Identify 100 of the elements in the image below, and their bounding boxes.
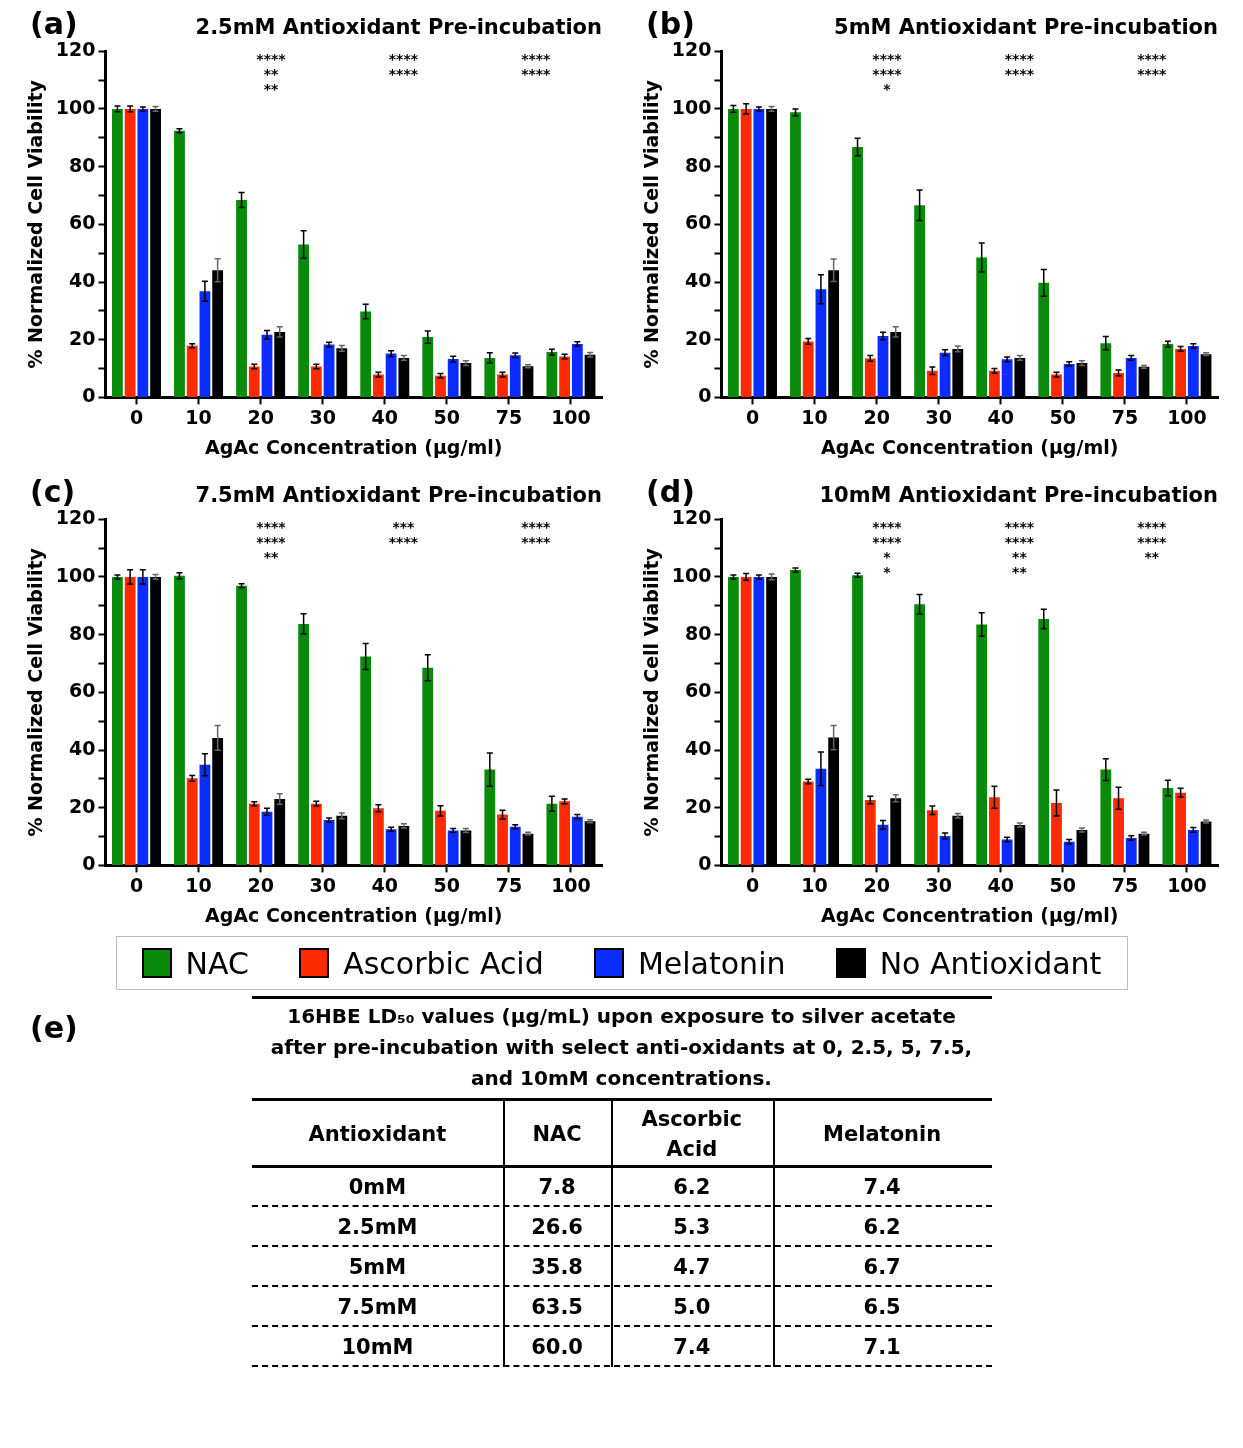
y-tick-label: 7.5mM [336, 1294, 419, 1321]
bar [1100, 769, 1112, 865]
bar [1113, 372, 1124, 397]
bar [248, 803, 260, 865]
annotation: **** [388, 533, 419, 550]
y-tick-label: 120 [671, 38, 712, 61]
bar [571, 344, 583, 397]
y-tick-label: 60 [69, 679, 96, 702]
bar [310, 366, 322, 397]
annotation: **** [388, 50, 419, 67]
bar [137, 108, 149, 397]
annotation: **** [256, 518, 287, 535]
bar [174, 575, 185, 865]
chart-title: 7.5mM Antioxidant Pre-incubation [195, 483, 602, 508]
x-tick-label: NAC [531, 1121, 583, 1148]
bar [877, 335, 889, 397]
x-tick-label: 30 [925, 405, 952, 428]
x-tick-label: 100 [551, 405, 591, 428]
annotation: ** [1012, 563, 1028, 580]
bar [546, 352, 558, 397]
x-tick-label: 50 [1049, 873, 1077, 896]
bar [497, 814, 508, 865]
bar [1063, 841, 1075, 865]
x-tick-label: 40 [987, 405, 1014, 428]
bar [137, 576, 149, 865]
data-label: 60.0 [530, 1334, 584, 1361]
y-tick-label: 80 [685, 621, 712, 644]
x-tick-label: 75 [495, 873, 523, 896]
x-tick-label: 0 [129, 405, 144, 428]
text: (e) [30, 1010, 78, 1045]
bar [802, 781, 814, 865]
bar [112, 576, 123, 865]
legend-label: Melatonin [637, 945, 786, 981]
annotation: * [883, 563, 892, 580]
bar [976, 624, 988, 865]
y-tick-label: 40 [685, 736, 712, 759]
annotation: **** [521, 518, 552, 535]
bar [926, 370, 938, 397]
annotation: **** [1137, 65, 1168, 82]
bar [422, 667, 434, 865]
data-label: 5.0 [672, 1294, 712, 1321]
x-tick-label: 75 [1111, 873, 1139, 896]
bar [236, 585, 247, 865]
x-tick-label: 75 [495, 405, 523, 428]
annotation: ** [263, 65, 279, 82]
bar [1001, 839, 1013, 865]
x-tick-label: 30 [309, 405, 336, 428]
y-tick-label: 100 [55, 95, 96, 118]
bar [261, 334, 273, 397]
bar [926, 810, 938, 865]
y-tick-label: 20 [69, 794, 96, 817]
x-tick-label: 0 [129, 873, 144, 896]
bar [852, 575, 863, 865]
y-axis-title: % Normalized Cell Viability [24, 547, 47, 837]
bar [753, 108, 765, 397]
bar [174, 130, 185, 397]
bar [1038, 619, 1050, 865]
legend-label: Ascorbic Acid [343, 945, 544, 981]
annotation: * [883, 80, 892, 97]
bar [988, 370, 1000, 397]
x-tick-label: Ascorbic Acid [640, 1106, 744, 1163]
bar [790, 112, 801, 397]
y-tick-label: 20 [69, 326, 96, 349]
bar [728, 576, 739, 865]
bar [864, 799, 876, 865]
bar [976, 257, 988, 397]
annotation: ** [1012, 548, 1028, 565]
y-tick-label: 0 [698, 384, 712, 407]
bar [559, 801, 571, 865]
bar [484, 357, 496, 397]
bar [484, 769, 496, 865]
y-tick-label: 20 [685, 794, 712, 817]
bar [914, 604, 926, 865]
bar [1187, 346, 1199, 397]
y-axis-title: % Normalized Cell Viability [640, 79, 663, 369]
bar [559, 356, 571, 397]
bar [1125, 357, 1137, 397]
y-tick-label: 0mM [347, 1174, 408, 1201]
annotation: **** [521, 65, 552, 82]
legend-label: No Antioxidant [879, 945, 1102, 981]
y-tick-label: 120 [55, 506, 96, 529]
annotation: **** [388, 65, 419, 82]
data-label: 4.7 [672, 1254, 712, 1281]
bar [790, 569, 801, 865]
x-tick-label: 20 [247, 873, 274, 896]
annotation: * [883, 548, 892, 565]
annotation: **** [256, 50, 287, 67]
data-label: 26.6 [530, 1214, 584, 1241]
data-label: 35.8 [530, 1254, 584, 1281]
annotation: **** [1137, 533, 1168, 550]
bar [509, 826, 521, 865]
y-axis-title: % Normalized Cell Viability [24, 79, 47, 369]
bar [1162, 788, 1174, 865]
x-tick-label: 30 [925, 873, 952, 896]
x-tick-label: 75 [1111, 405, 1139, 428]
annotation: ** [263, 80, 279, 97]
bar [509, 355, 521, 397]
x-tick-label: 40 [987, 873, 1014, 896]
data-label: 6.2 [862, 1214, 902, 1241]
x-tick-label: 0 [745, 873, 760, 896]
